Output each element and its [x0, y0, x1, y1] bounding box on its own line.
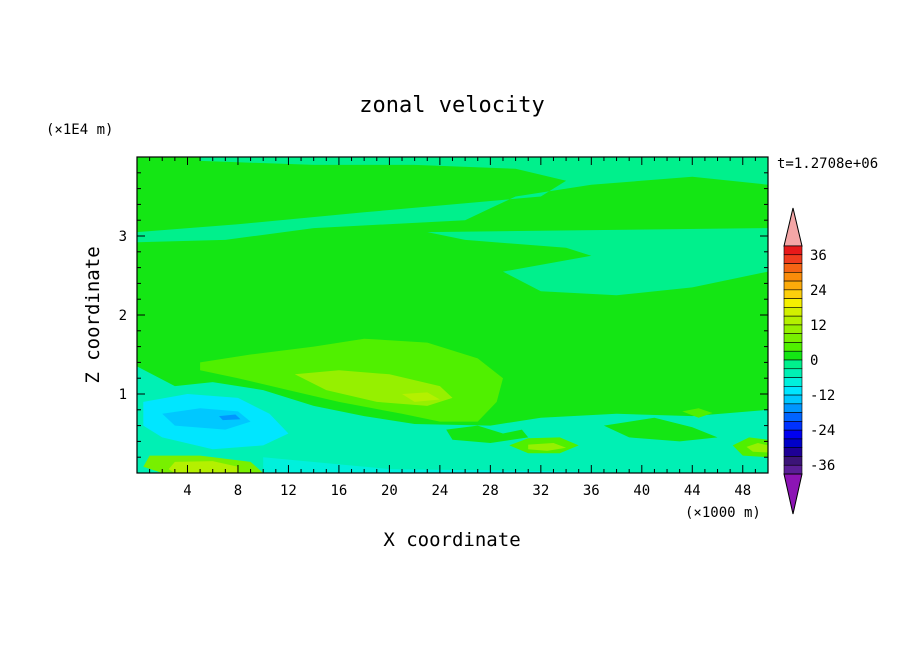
x-tick-label: 24: [431, 483, 448, 499]
colorbar-swatch: [783, 280, 803, 291]
colorbar-top-arrow: [783, 207, 803, 247]
colorbar-swatch: [783, 324, 803, 334]
contour-region-patch-right: [603, 417, 718, 442]
colorbar-swatch: [783, 263, 803, 273]
colorbar-swatch: [783, 421, 803, 431]
colorbar-label: 12: [810, 318, 827, 334]
colorbar-swatch: [783, 456, 803, 466]
contour-field: [137, 157, 768, 473]
contour-region-central-peak: [402, 392, 440, 402]
colorbar-swatch: [783, 254, 803, 264]
colorbar-swatch: [783, 298, 803, 308]
colorbar-bottom-arrow: [783, 473, 803, 515]
x-tick-label: 8: [234, 483, 242, 499]
contour-region-left-jet-core: [162, 408, 251, 430]
colorbar-label: 0: [810, 353, 818, 369]
colorbar-swatch: [783, 377, 803, 387]
colorbar-swatch: [783, 289, 803, 299]
colorbar-swatch: [783, 464, 803, 475]
colorbar-swatch: [783, 368, 803, 378]
colorbar-swatch: [783, 245, 803, 256]
colorbar-swatch: [783, 403, 803, 413]
colorbar-swatch: [783, 438, 803, 448]
y-tick-label: 3: [119, 229, 127, 245]
x-tick-label: 20: [381, 483, 398, 499]
y-tick-label: 1: [119, 387, 127, 403]
contour-region-mid-right-band: [427, 228, 768, 296]
x-tick-label: 28: [482, 483, 499, 499]
contour-region-warm-core-32: [528, 443, 567, 451]
colorbar-swatch: [783, 272, 803, 282]
colorbar-swatch: [783, 386, 803, 396]
x-tick-label: 16: [330, 483, 347, 499]
colorbar: 36 24 12 0 -12 -24 -36: [783, 207, 835, 515]
contour-region-patch-24: [446, 425, 529, 443]
colorbar-swatch: [783, 315, 803, 326]
x-axis-label: X coordinate: [383, 529, 520, 551]
colorbar-label: 24: [810, 283, 827, 299]
colorbar-swatch: [783, 394, 803, 405]
y-axis-label: Z coordinate: [82, 246, 104, 383]
contour-region-left-jet-dot: [219, 414, 241, 421]
colorbar-swatch: [783, 307, 803, 317]
x-unit-label: (×1000 m): [685, 505, 761, 521]
colorbar-label: -12: [810, 388, 835, 404]
x-tick-label: 36: [583, 483, 600, 499]
colorbar-label: 36: [810, 248, 827, 264]
x-tick-label: 4: [183, 483, 191, 499]
colorbar-swatch: [783, 350, 803, 361]
colorbar-swatch: [783, 359, 803, 370]
x-tick-label: 32: [532, 483, 549, 499]
contour-region-bottom-band: [263, 457, 642, 473]
colorbar-swatch: [783, 342, 803, 352]
contour-region-left-lower: [137, 366, 768, 473]
y-axis-ticks: 1 2 3: [119, 172, 768, 458]
x-tick-label: 44: [684, 483, 701, 499]
colorbar-swatch: [783, 429, 803, 440]
contour-region-warm-blob-45: [682, 408, 713, 418]
contour-region-warm-core-49: [746, 443, 768, 453]
colorbar-label: -36: [810, 458, 835, 474]
colorbar-swatch: [783, 412, 803, 422]
x-axis-ticks: 4 8 12 16 20 24 28 32 36 40 44 48: [149, 157, 756, 499]
x-tick-label: 40: [633, 483, 650, 499]
contour-region-upper-right-band: [137, 157, 768, 243]
x-tick-label: 12: [280, 483, 297, 499]
contour-region-bottom-left-core: [168, 461, 238, 473]
time-label: t=1.2708e+06: [777, 156, 878, 172]
y-unit-label: (×1E4 m): [46, 122, 113, 138]
x-tick-label: 48: [734, 483, 751, 499]
colorbar-swatch: [783, 333, 803, 343]
colorbar-label: -24: [810, 423, 835, 439]
colorbar-swatch: [783, 447, 803, 457]
chart-title: zonal velocity: [359, 93, 544, 118]
y-tick-label: 2: [119, 308, 127, 324]
